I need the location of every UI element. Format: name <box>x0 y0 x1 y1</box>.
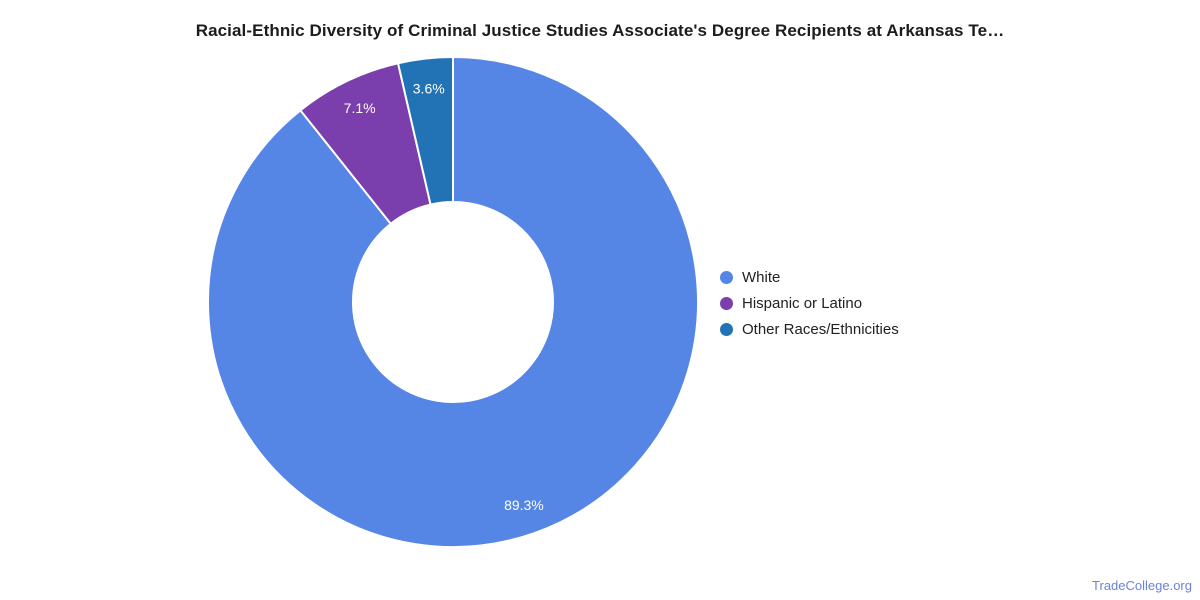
pie-slice-white[interactable] <box>207 56 699 548</box>
pie-slice-label-hispanic-or-latino: 7.1% <box>344 100 376 116</box>
legend-label-white: White <box>742 268 781 286</box>
legend: White Hispanic or Latino Other Races/Eth… <box>720 264 899 342</box>
legend-item-white: White <box>720 264 899 290</box>
legend-marker-white-icon <box>720 270 733 284</box>
pie-slice-other-races-ethnicities[interactable] <box>397 56 454 206</box>
chart-title: Racial-Ethnic Diversity of Criminal Just… <box>195 21 1005 40</box>
legend-item-other-races-ethnicities: Other Races/Ethnicities <box>720 316 899 342</box>
legend-item-hispanic-or-latino: Hispanic or Latino <box>720 290 899 316</box>
legend-label-other-races-ethnicities: Other Races/Ethnicities <box>742 320 899 338</box>
legend-marker-other-races-ethnicities-icon <box>720 322 733 336</box>
legend-label-hispanic-or-latino: Hispanic or Latino <box>742 294 863 312</box>
footer-link[interactable]: TradeCollege.org <box>1092 578 1192 593</box>
legend-marker-hispanic-or-latino-icon <box>720 296 733 310</box>
pie-slice-label-white: 89.3% <box>504 497 544 513</box>
pie-slice-label-other-races-ethnicities: 3.6% <box>413 80 445 96</box>
